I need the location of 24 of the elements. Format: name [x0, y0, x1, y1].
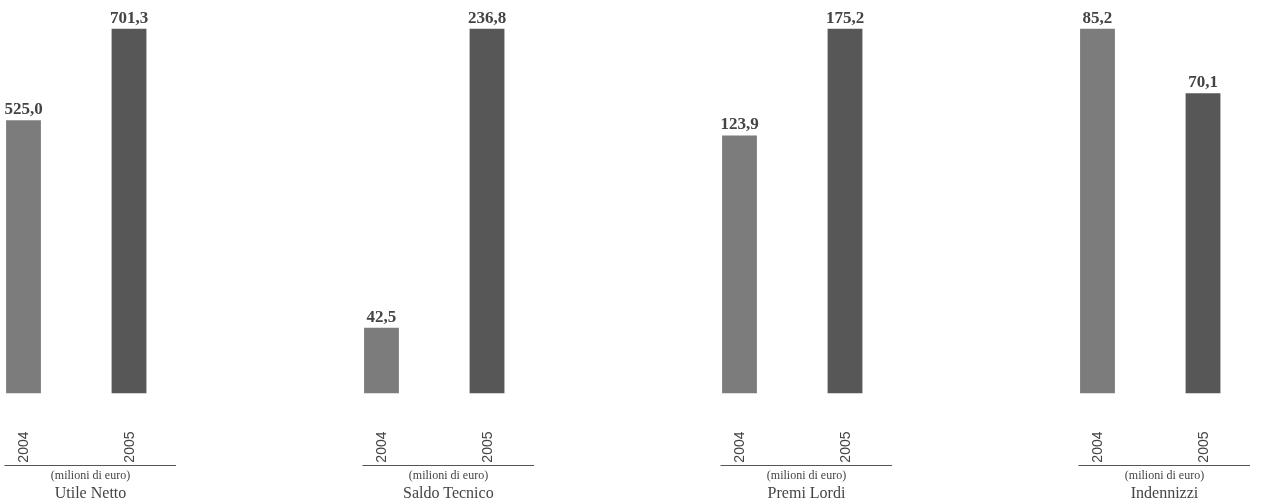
- data-label: 123,9: [720, 114, 759, 134]
- data-label: 701,3: [109, 7, 149, 27]
- x-tick-label: 2005: [1195, 431, 1212, 463]
- text: (milioni di euro): [408, 467, 489, 482]
- x-tick-label: 2004: [15, 431, 32, 463]
- x-tick-label: 2004: [1089, 431, 1106, 463]
- x-tick-label: 2004: [373, 431, 390, 463]
- x-tick-label: 2005: [121, 431, 138, 463]
- x-tick-label: 2005: [479, 431, 496, 463]
- text: (milioni di euro): [1124, 467, 1205, 482]
- data-label: 85,2: [1082, 7, 1113, 27]
- data-label: 525,0: [4, 99, 43, 119]
- text: Premi Lordi: [767, 483, 846, 501]
- text: Saldo Tecnico: [403, 483, 494, 501]
- text: (milioni di euro): [766, 467, 847, 482]
- text: Utile Netto: [54, 483, 127, 501]
- text: (milioni di euro): [50, 467, 131, 482]
- x-tick-label: 2004: [731, 431, 748, 463]
- x-tick-label: 2005: [837, 431, 854, 463]
- data-label: 70,1: [1188, 72, 1218, 92]
- data-label: 42,5: [366, 306, 397, 326]
- data-label: 236,8: [467, 7, 507, 27]
- text: Indennizzi: [1130, 483, 1199, 501]
- data-label: 175,2: [825, 7, 865, 27]
